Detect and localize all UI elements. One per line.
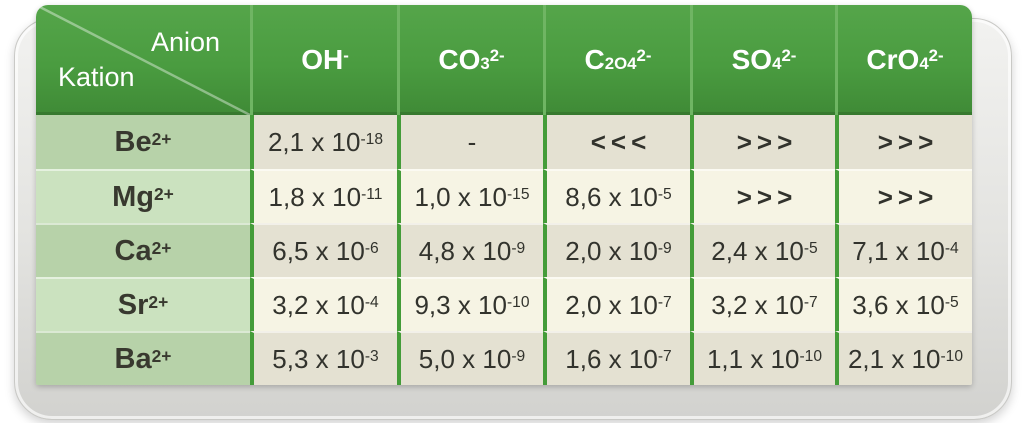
row-header-mg: Mg 2+ — [36, 169, 250, 223]
cell-mg-co3: 1,0 x 10 -15 — [397, 169, 543, 223]
cell-mg-oh: 1,8 x 10 -11 — [250, 169, 397, 223]
cell-sr-so4: 3,2 x 10 -7 — [690, 277, 835, 331]
cell-ca-so4: 2,4 x 10 -5 — [690, 223, 835, 277]
cell-sr-oh: 3,2 x 10 -4 — [250, 277, 397, 331]
cell-ba-cro4: 2,1 x 10 -10 — [835, 331, 972, 385]
solubility-table: Anion Kation OH - CO 3 2- C 2O 4 2- SO 4 2- CrO 4… — [36, 5, 972, 385]
cell-sr-co3: 9,3 x 10 -10 — [397, 277, 543, 331]
cell-mg-so4: >>> — [690, 169, 835, 223]
row-header-be: Be 2+ — [36, 115, 250, 169]
cell-ba-co3: 5,0 x 10 -9 — [397, 331, 543, 385]
column-header-hydroxide: OH - — [250, 5, 397, 115]
corner-header-cell: Anion Kation — [36, 5, 250, 115]
cell-ca-co3: 4,8 x 10 -9 — [397, 223, 543, 277]
diagonal-divider-line — [36, 5, 250, 115]
cell-be-c2o4: <<< — [543, 115, 690, 169]
cell-ca-cro4: 7,1 x 10 -4 — [835, 223, 972, 277]
cell-ba-c2o4: 1,6 x 10 -7 — [543, 331, 690, 385]
cell-ca-c2o4: 2,0 x 10 -9 — [543, 223, 690, 277]
cell-be-cro4: >>> — [835, 115, 972, 169]
column-header-chromate: CrO 4 2- — [835, 5, 972, 115]
cell-ba-so4: 1,1 x 10 -10 — [690, 331, 835, 385]
anion-corner-label: Anion — [150, 27, 220, 57]
row-header-ca: Ca 2+ — [36, 223, 250, 277]
kation-corner-label: Kation — [58, 62, 135, 92]
column-header-carbonate: CO 3 2- — [397, 5, 543, 115]
cell-ba-oh: 5,3 x 10 -3 — [250, 331, 397, 385]
cell-be-co3: - — [397, 115, 543, 169]
cell-sr-c2o4: 2,0 x 10 -7 — [543, 277, 690, 331]
column-header-sulfate: SO 4 2- — [690, 5, 835, 115]
cell-sr-cro4: 3,6 x 10 -5 — [835, 277, 972, 331]
row-header-sr: Sr 2+ — [36, 277, 250, 331]
cell-be-oh: 2,1 x 10 -18 — [250, 115, 397, 169]
cell-ca-oh: 6,5 x 10 -6 — [250, 223, 397, 277]
cell-mg-c2o4: 8,6 x 10 -5 — [543, 169, 690, 223]
cell-be-so4: >>> — [690, 115, 835, 169]
row-header-ba: Ba 2+ — [36, 331, 250, 385]
column-header-oxalate: C 2O 4 2- — [543, 5, 690, 115]
cell-mg-cro4: >>> — [835, 169, 972, 223]
